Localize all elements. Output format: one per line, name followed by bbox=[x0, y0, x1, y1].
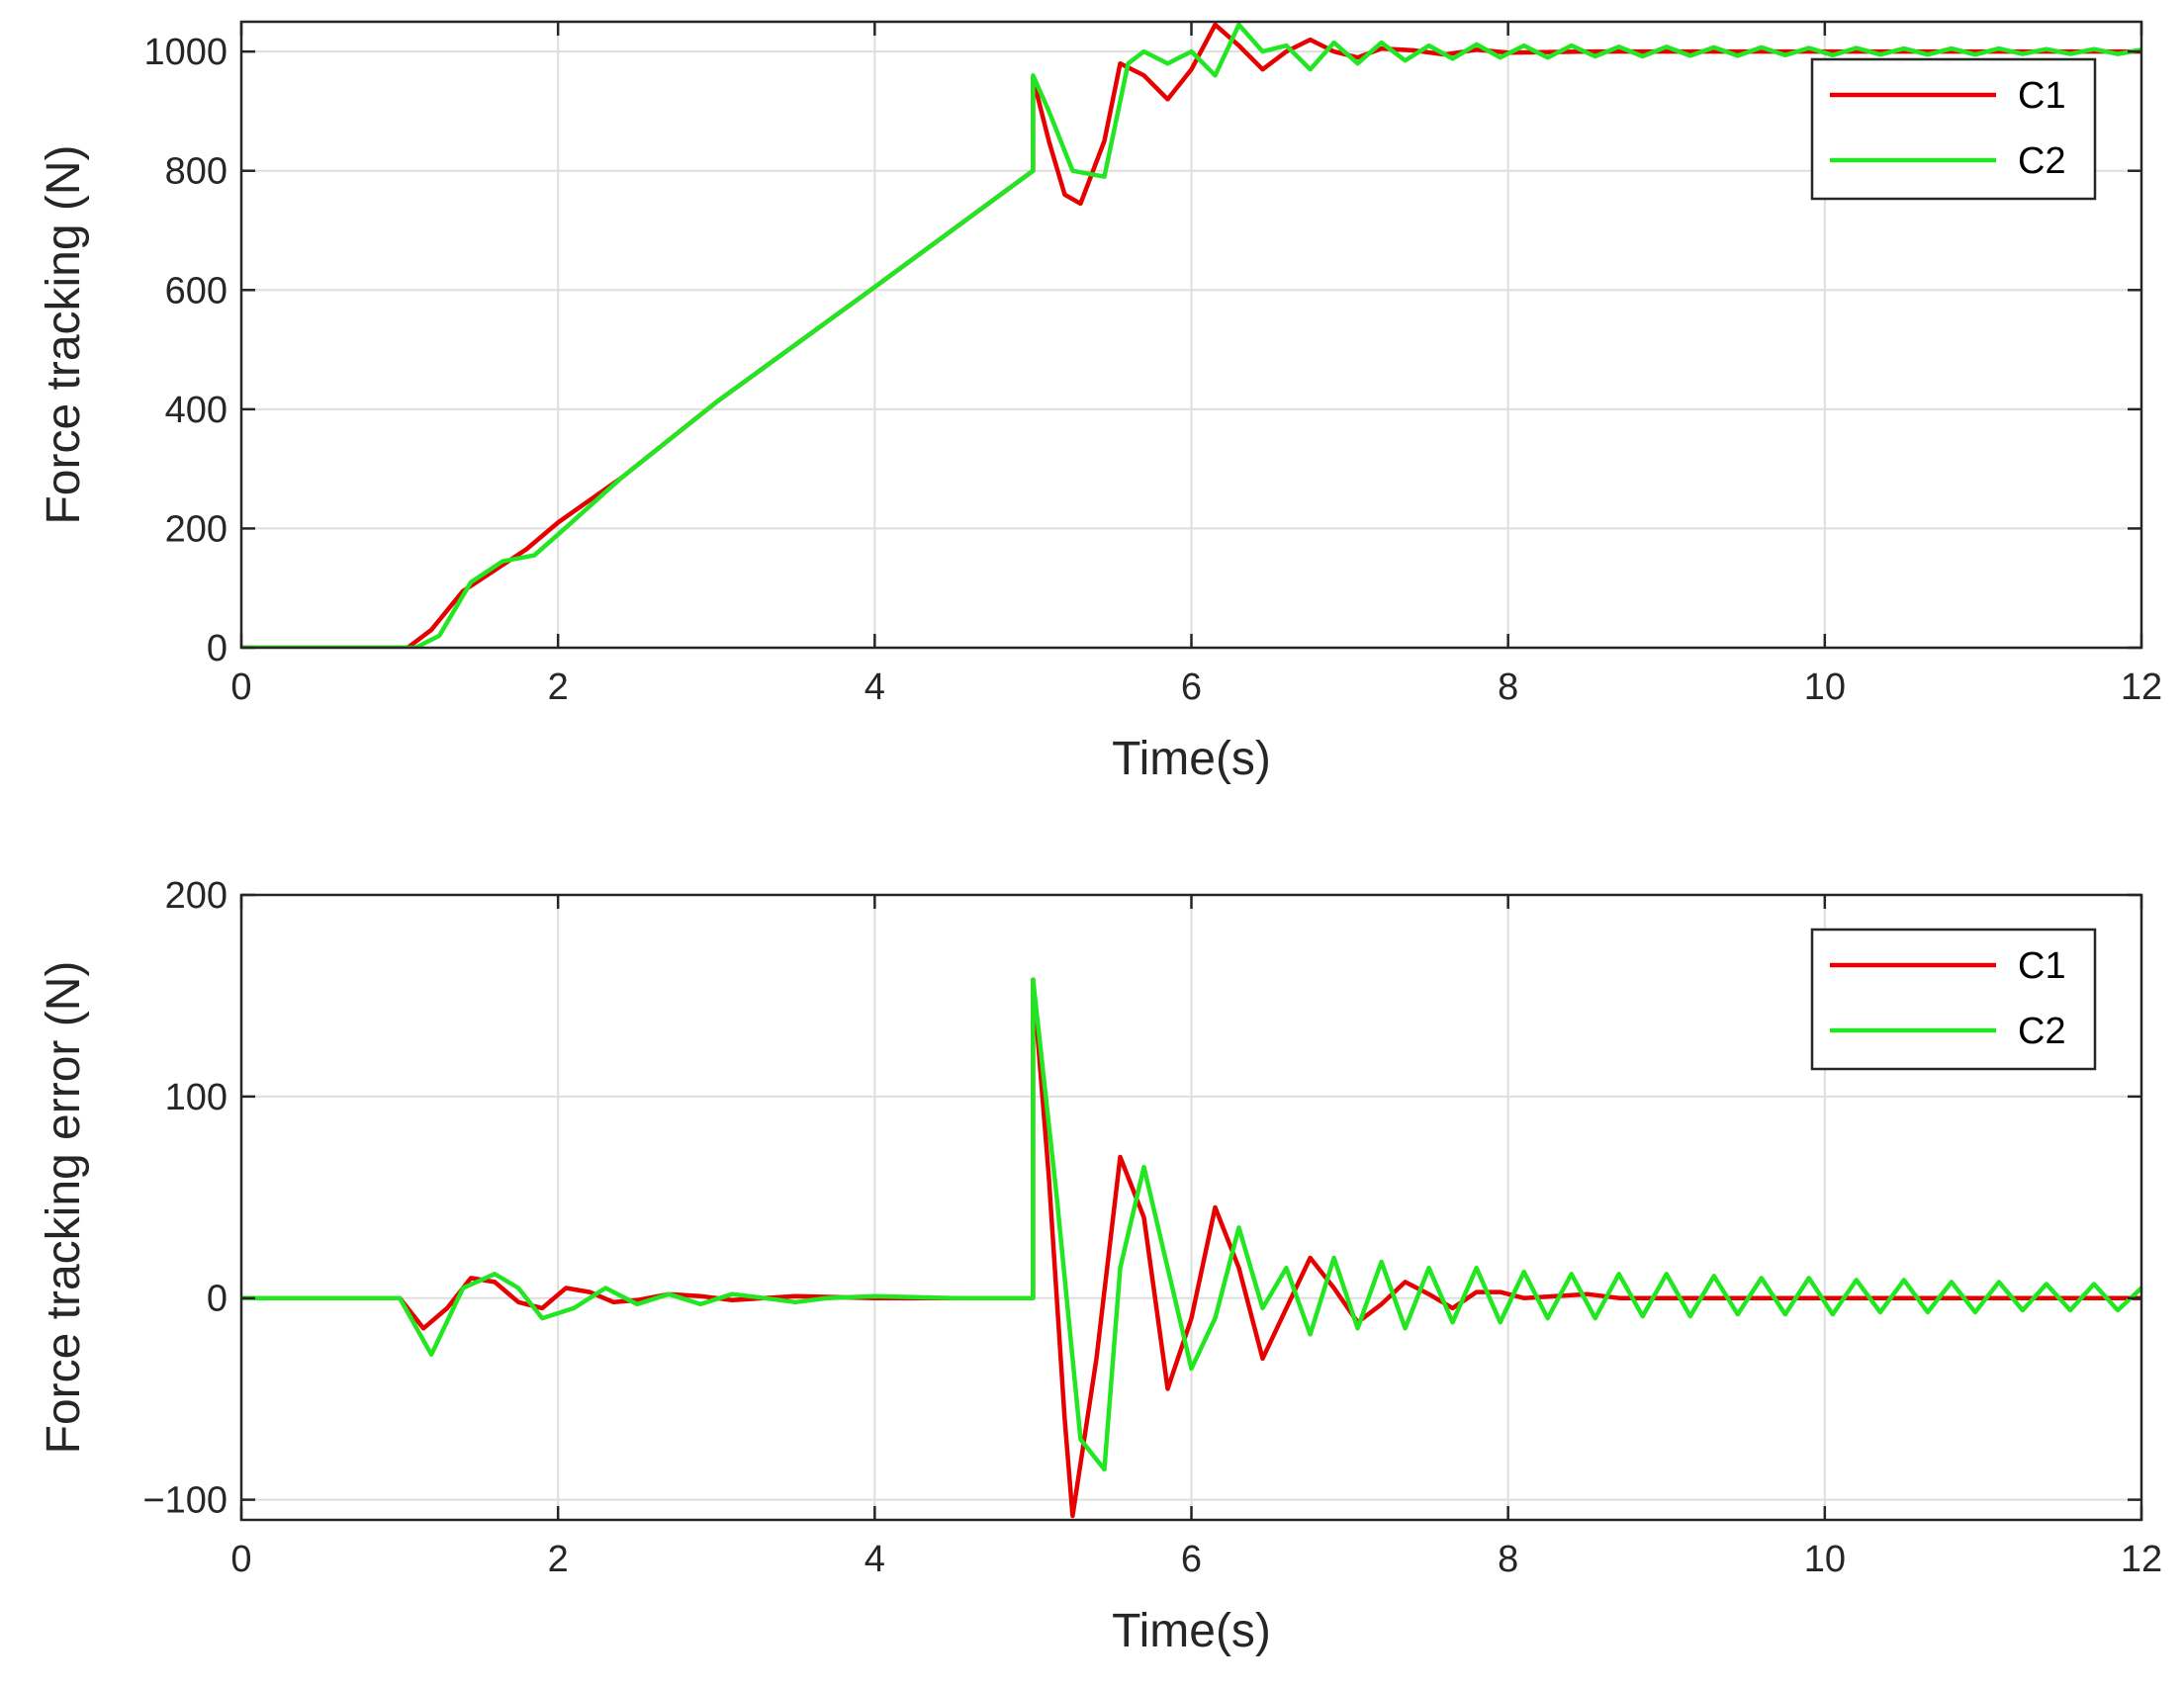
x-tick-label: 12 bbox=[2121, 1539, 2162, 1580]
y-tick-label: 400 bbox=[165, 390, 228, 431]
y-tick-label: −100 bbox=[142, 1480, 228, 1522]
x-tick-label: 0 bbox=[230, 1539, 251, 1580]
x-tick-label: 6 bbox=[1181, 1539, 1202, 1580]
legend-label-c1: C1 bbox=[2018, 945, 2066, 987]
y-axis-label: Force tracking error (N) bbox=[38, 961, 90, 1455]
x-tick-label: 12 bbox=[2121, 666, 2162, 708]
y-tick-label: 1000 bbox=[143, 32, 228, 73]
y-tick-label: 100 bbox=[165, 1077, 228, 1118]
series-line-c1 bbox=[241, 22, 2141, 648]
x-tick-label: 10 bbox=[1804, 1539, 1846, 1580]
y-tick-label: 0 bbox=[207, 628, 228, 669]
x-axis-label: Time(s) bbox=[1112, 733, 1271, 785]
y-tick-label: 0 bbox=[207, 1279, 228, 1320]
x-tick-label: 8 bbox=[1498, 1539, 1518, 1580]
legend-label-c2: C2 bbox=[2018, 140, 2066, 182]
y-tick-label: 200 bbox=[165, 508, 228, 550]
series-line-c2 bbox=[241, 977, 2141, 1472]
legend-label-c2: C2 bbox=[2018, 1011, 2066, 1052]
x-tick-label: 0 bbox=[230, 666, 251, 708]
x-tick-label: 8 bbox=[1498, 666, 1518, 708]
x-tick-label: 2 bbox=[548, 1539, 569, 1580]
chart-force: 0 2 4 6 8 10 12 0 200 400 600 800 1000 Time(s) Force t… bbox=[38, 20, 2162, 785]
x-tick-label: 2 bbox=[548, 666, 569, 708]
series-line-c2 bbox=[241, 22, 2141, 648]
y-tick-label: 200 bbox=[165, 875, 228, 917]
legend: C1 C2 bbox=[1810, 57, 2097, 201]
x-axis-label: Time(s) bbox=[1112, 1605, 1271, 1657]
series-line-c1 bbox=[241, 977, 2141, 1519]
legend: C1 C2 bbox=[1810, 928, 2097, 1071]
legend-box bbox=[1810, 928, 2097, 1071]
legend-label-c1: C1 bbox=[2018, 75, 2066, 117]
x-tick-label: 6 bbox=[1181, 666, 1202, 708]
y-tick-label: 800 bbox=[165, 151, 228, 193]
x-tick-label: 10 bbox=[1804, 666, 1846, 708]
y-tick-label: 600 bbox=[165, 270, 228, 311]
x-tick-label: 4 bbox=[864, 666, 885, 708]
legend-box bbox=[1810, 57, 2097, 201]
y-axis-label: Force tracking (N) bbox=[38, 144, 90, 524]
x-tick-label: 4 bbox=[864, 1539, 885, 1580]
